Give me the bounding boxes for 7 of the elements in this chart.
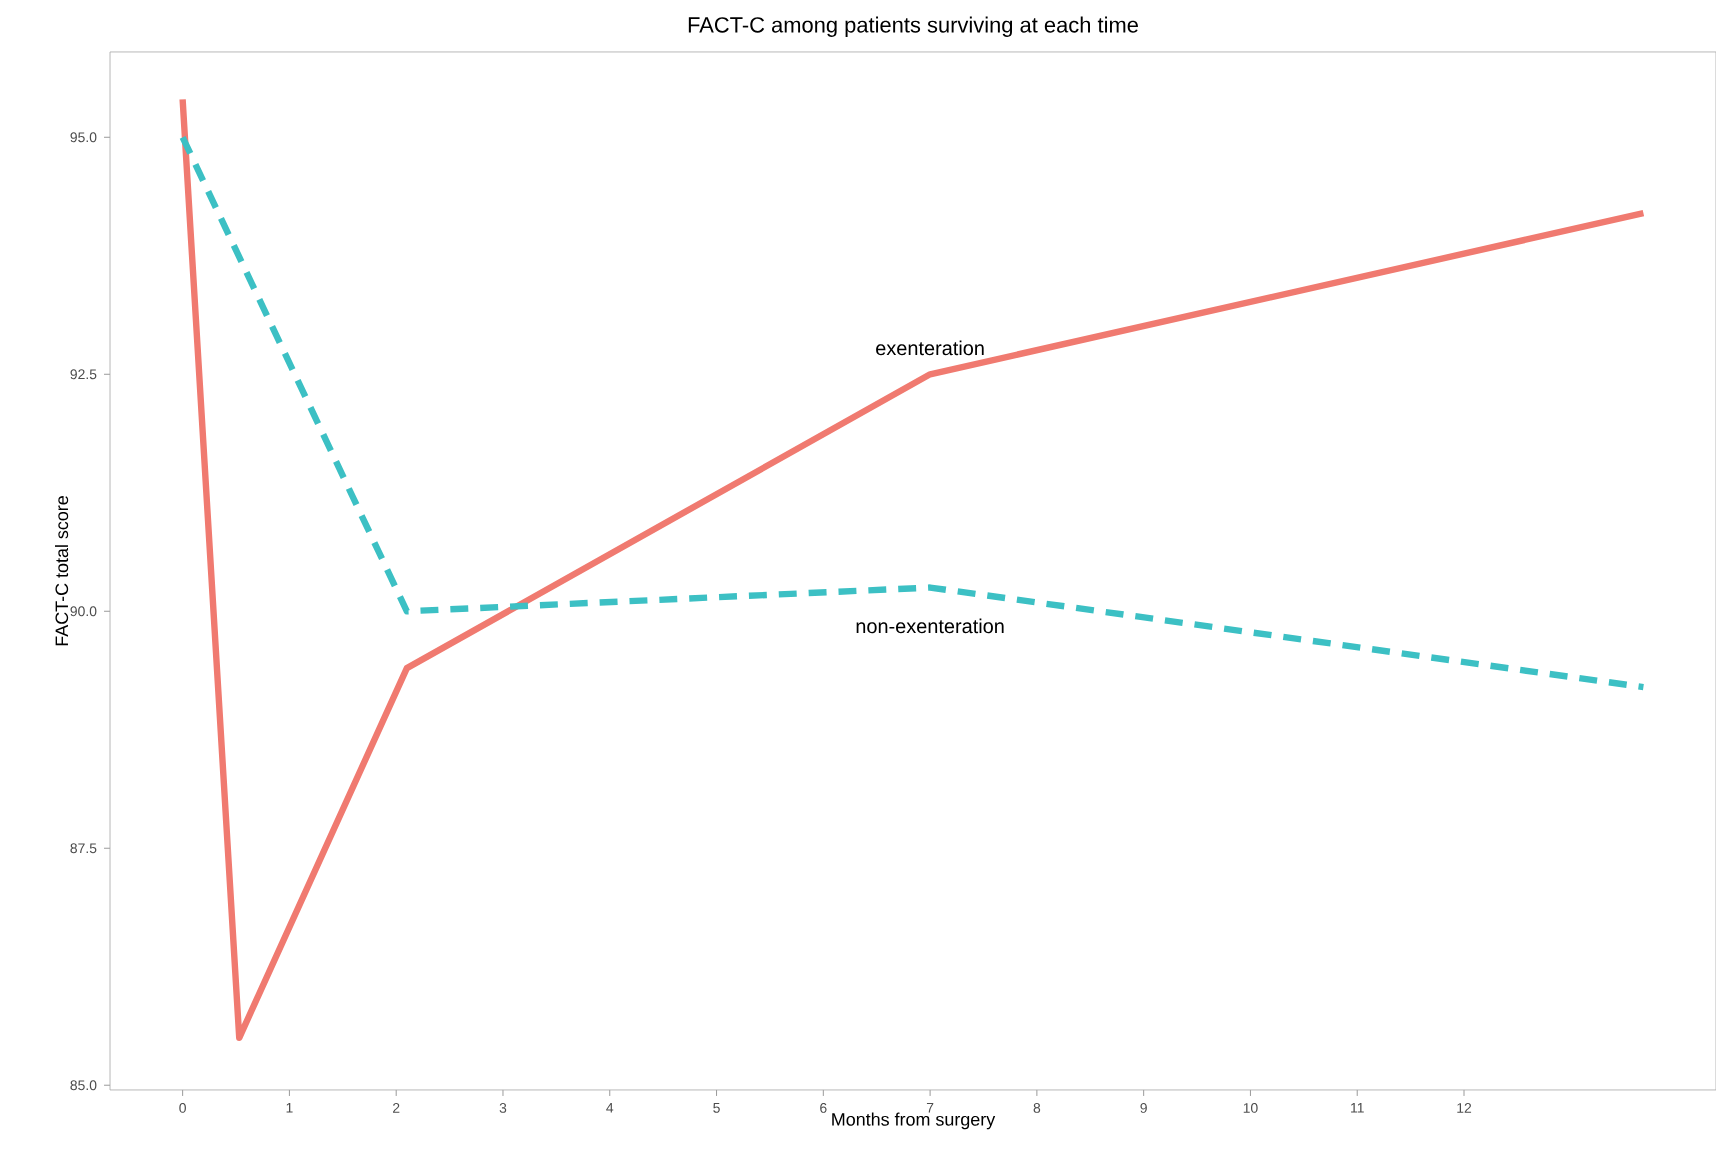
x-axis-title: Months from surgery xyxy=(832,1112,996,1130)
y-axis-title: FACT-C total score xyxy=(54,496,69,646)
line-series xyxy=(179,96,1647,1042)
series-label: non-exenteration xyxy=(856,618,1004,634)
series-label: exenteration xyxy=(876,340,984,356)
chart-title: FACT-C among patients surviving at each time xyxy=(688,16,1138,37)
line-series xyxy=(179,134,1647,691)
